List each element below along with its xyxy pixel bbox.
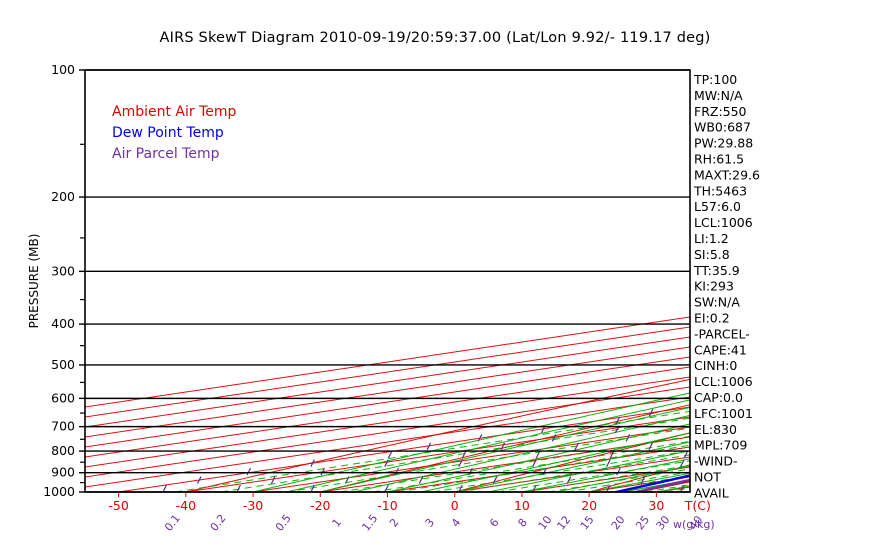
- mixing-ratio-tick-label: 0.2: [208, 512, 229, 534]
- bottom-temp-tick-label: 0: [451, 498, 459, 513]
- mixing-ratio-tick-label: 0.5: [273, 512, 294, 534]
- legend-item-1: Ambient Air Temp: [112, 104, 237, 120]
- parameter-hdr1: -PARCEL-: [694, 326, 750, 341]
- parameter-li: LI:1.2: [694, 231, 729, 246]
- parameter-wb0: WB0:687: [694, 120, 751, 135]
- parameter-ki: KI:293: [694, 279, 734, 294]
- temp-axis-label: T(C): [684, 498, 711, 513]
- mixing-ratio-axis-label: w(g/kg): [673, 518, 715, 531]
- mixing-ratio-tick-label: 3: [423, 516, 438, 530]
- pressure-tick-label: 800: [51, 443, 75, 458]
- parameter-mw: MW:N/A: [694, 88, 743, 103]
- parameter-tt: TT:35.9: [693, 263, 740, 278]
- mixing-ratio-tick-label: 4: [449, 516, 464, 530]
- mixing-ratio-tick-label: 12: [554, 513, 573, 532]
- parameter-th: TH:5463: [693, 183, 747, 198]
- parameter-ei: EI:0.2: [694, 311, 730, 326]
- parameter-frz: FRZ:550: [694, 104, 747, 119]
- mixing-ratio-tick-label: 20: [609, 513, 628, 532]
- parameter-mpl: MPL:709: [694, 438, 747, 453]
- parameter-maxt: MAXT:29.6: [694, 167, 760, 182]
- parameter-lfc: LFC:1001: [694, 406, 753, 421]
- parameter-rh: RH:61.5: [694, 152, 744, 167]
- mixing-ratio-tick-label: 8: [515, 516, 530, 530]
- bottom-temp-tick-label: -30: [243, 498, 263, 513]
- parameter-hdr2: -WIND-: [694, 454, 738, 469]
- mixing-ratio-tick-label: 6: [487, 516, 502, 530]
- pressure-tick-label: 200: [51, 189, 75, 204]
- pressure-tick-label: 600: [51, 390, 75, 405]
- page-title: AIRS SkewT Diagram 2010-09-19/20:59:37.0…: [159, 30, 711, 46]
- mixing-ratio-tick-label: 25: [633, 513, 652, 532]
- parameter-si: SI:5.8: [694, 247, 730, 262]
- parameter-windstat1: NOT: [694, 470, 721, 485]
- bottom-temp-tick-label: 20: [581, 498, 597, 513]
- parameter-lcl2: LCL:1006: [694, 374, 753, 389]
- parameter-tp: TP:100: [693, 72, 737, 87]
- bottom-temp-tick-label: 30: [648, 498, 664, 513]
- parameter-el: EL:830: [694, 422, 737, 437]
- parameter-l57: L57:6.0: [694, 199, 741, 214]
- pressure-tick-label: 700: [51, 419, 75, 434]
- bottom-temp-tick-label: -20: [310, 498, 330, 513]
- parameter-windstat2: AVAIL: [694, 485, 729, 500]
- mixing-ratio-tick-label: 15: [578, 513, 597, 532]
- mixing-ratio-tick-label: 1: [330, 516, 345, 530]
- legend-item-2: Dew Point Temp: [112, 125, 224, 141]
- bottom-temp-tick-label: 10: [514, 498, 530, 513]
- mixing-ratio-tick-label: 10: [536, 513, 555, 532]
- parameter-sw: SW:N/A: [694, 295, 740, 310]
- mixing-ratio-tick-label: 2: [387, 516, 402, 530]
- pressure-axis-label: PRESSURE (MB): [27, 234, 41, 329]
- pressure-tick-label: 900: [51, 465, 75, 480]
- parameter-cape: CAPE:41: [694, 342, 747, 357]
- mixing-ratio-tick-label: 0.1: [162, 512, 183, 534]
- pressure-tick-label: 100: [51, 62, 75, 77]
- pressure-tick-label: 400: [51, 316, 75, 331]
- pressure-tick-label: 1000: [43, 484, 75, 499]
- parameter-cinh: CINH:0: [694, 358, 737, 373]
- pressure-tick-label: 500: [51, 357, 75, 372]
- parameter-cap: CAP:0.0: [694, 390, 743, 405]
- bottom-temp-tick-label: -50: [108, 498, 128, 513]
- bottom-temp-tick-label: -40: [176, 498, 196, 513]
- parameter-pw: PW:29.88: [694, 136, 753, 151]
- mixing-ratio-tick-label: 1.5: [359, 512, 380, 534]
- pressure-tick-label: 300: [51, 263, 75, 278]
- legend-item-3: Air Parcel Temp: [112, 146, 220, 162]
- parameter-lcl: LCL:1006: [694, 215, 753, 230]
- mixing-ratio-tick-label: 30: [654, 513, 673, 532]
- bottom-temp-tick-label: -10: [377, 498, 397, 513]
